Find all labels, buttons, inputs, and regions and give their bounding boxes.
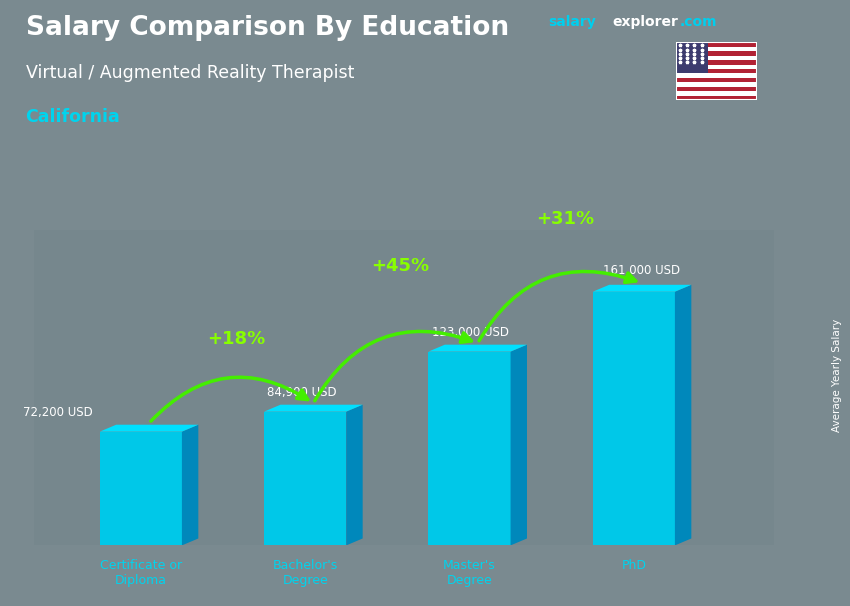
Bar bbox=[676, 52, 756, 56]
Polygon shape bbox=[592, 285, 691, 291]
Polygon shape bbox=[346, 405, 363, 545]
Polygon shape bbox=[511, 345, 527, 545]
Text: +18%: +18% bbox=[207, 330, 265, 348]
Bar bbox=[676, 47, 756, 52]
Bar bbox=[676, 82, 756, 87]
Bar bbox=[676, 42, 708, 73]
Text: .com: .com bbox=[679, 15, 717, 29]
Bar bbox=[676, 42, 756, 47]
Polygon shape bbox=[428, 351, 511, 545]
Text: 123,000 USD: 123,000 USD bbox=[432, 326, 508, 339]
Bar bbox=[676, 91, 756, 96]
Bar bbox=[676, 56, 756, 60]
Text: +31%: +31% bbox=[536, 210, 594, 228]
Polygon shape bbox=[99, 425, 198, 431]
Polygon shape bbox=[428, 345, 527, 351]
Polygon shape bbox=[675, 285, 691, 545]
Text: Virtual / Augmented Reality Therapist: Virtual / Augmented Reality Therapist bbox=[26, 64, 354, 82]
Bar bbox=[676, 69, 756, 73]
Polygon shape bbox=[182, 425, 198, 545]
Text: +45%: +45% bbox=[371, 258, 429, 275]
Bar bbox=[676, 96, 756, 100]
Text: salary: salary bbox=[548, 15, 596, 29]
Polygon shape bbox=[592, 291, 675, 545]
Polygon shape bbox=[264, 405, 363, 411]
Bar bbox=[676, 60, 756, 65]
Bar bbox=[676, 65, 756, 69]
Bar bbox=[676, 73, 756, 78]
Text: explorer: explorer bbox=[613, 15, 678, 29]
Text: 161,000 USD: 161,000 USD bbox=[604, 264, 681, 277]
Text: California: California bbox=[26, 108, 120, 126]
Bar bbox=[676, 78, 756, 82]
Text: Average Yearly Salary: Average Yearly Salary bbox=[832, 319, 842, 432]
Text: 72,200 USD: 72,200 USD bbox=[24, 407, 94, 419]
Polygon shape bbox=[264, 411, 346, 545]
Bar bbox=[676, 87, 756, 91]
Text: 84,900 USD: 84,900 USD bbox=[268, 387, 337, 399]
Polygon shape bbox=[99, 431, 182, 545]
Text: Salary Comparison By Education: Salary Comparison By Education bbox=[26, 15, 508, 41]
